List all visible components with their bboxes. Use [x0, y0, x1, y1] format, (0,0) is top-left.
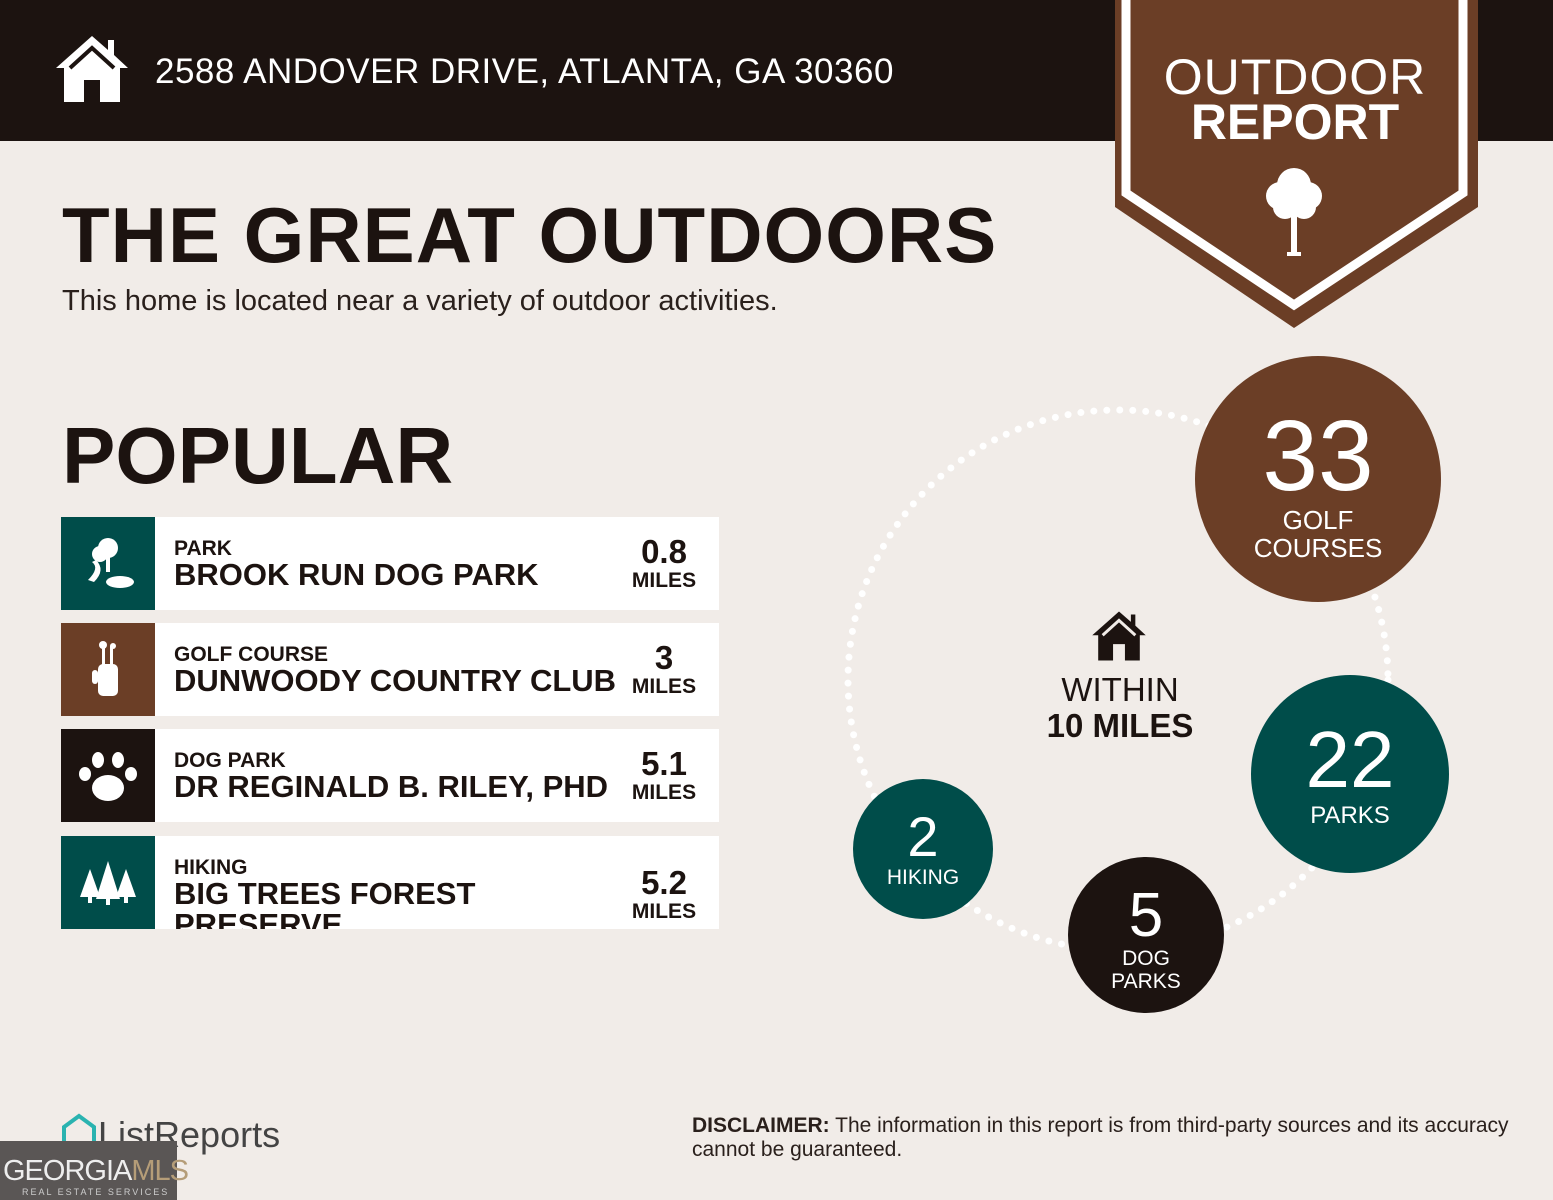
popular-item: HIKING BIG TREES FOREST PRESERVE 5.2 MIL… — [61, 836, 719, 929]
item-name: BROOK RUN DOG PARK — [174, 557, 539, 592]
disclaimer: DISCLAIMER: The information in this repo… — [692, 1114, 1512, 1162]
popular-item: GOLF COURSE DUNWOODY COUNTRY CLUB 3 MILE… — [61, 623, 719, 716]
stat-label: HIKING — [886, 866, 960, 889]
stat-label: GOLF — [1282, 505, 1354, 535]
outdoor-report-badge — [1115, 0, 1478, 328]
item-unit: MILES — [631, 781, 697, 804]
item-distance: 5.2 — [641, 864, 687, 901]
item-unit: MILES — [631, 569, 697, 592]
item-distance: 0.8 — [641, 533, 687, 570]
pine-trees-icon — [61, 836, 155, 929]
stat-count: 33 — [1262, 400, 1374, 512]
popular-item: PARK BROOK RUN DOG PARK 0.8 MILES — [61, 517, 719, 610]
badge-title-line1: OUTDOOR — [1163, 49, 1427, 105]
stat-label: PARKS — [1111, 970, 1181, 993]
tree-icon — [1266, 168, 1322, 256]
property-address: 2588 ANDOVER DRIVE, ATLANTA, GA 30360 — [155, 52, 894, 91]
item-name: DUNWOODY COUNTRY CLUB — [174, 663, 617, 698]
page-title: THE GREAT OUTDOORS — [62, 191, 998, 279]
stat-count: 2 — [907, 805, 939, 868]
georgia-mls-logo: GEORGIAMLS REAL ESTATE SERVICES — [0, 1141, 189, 1200]
within-radius-label: WITHIN 10 MILES — [1020, 672, 1220, 744]
item-distance: 3 — [654, 639, 674, 676]
stat-label: DOG — [1122, 947, 1170, 970]
page-subtitle: This home is located near a variety of o… — [62, 285, 778, 317]
badge-title-line2: REPORT — [1190, 94, 1400, 150]
item-unit: MILES — [631, 675, 697, 698]
stat-parks: 22 PARKS — [1251, 675, 1449, 873]
disclaimer-label: DISCLAIMER: — [692, 1114, 830, 1137]
gmls-subtext: REAL ESTATE SERVICES — [22, 1187, 170, 1197]
item-category: HIKING — [174, 856, 248, 879]
item-category: GOLF COURSE — [174, 643, 329, 666]
disclaimer-text: The information in this report is from t… — [692, 1114, 1509, 1161]
stat-label: PARKS — [1310, 802, 1390, 829]
stat-dog-parks: 5 DOG PARKS — [1068, 857, 1224, 1013]
golf-bag-icon — [61, 623, 155, 716]
park-icon — [61, 517, 155, 610]
item-category: PARK — [174, 537, 232, 560]
popular-item: DOG PARK DR REGINALD B. RILEY, PHD 5.1 M… — [61, 729, 719, 822]
stat-golf-courses: 33 GOLF COURSES — [1195, 356, 1441, 602]
gmls-text-accent: MLS — [131, 1155, 189, 1187]
stat-label: COURSES — [1253, 533, 1383, 563]
radius-text: 10 MILES — [1046, 707, 1194, 744]
stat-count: 22 — [1305, 715, 1395, 804]
home-icon — [1092, 611, 1146, 661]
stat-hiking: 2 HIKING — [853, 779, 993, 919]
home-icon — [56, 36, 128, 102]
item-name: BIG TREES FOREST PRESERVE — [174, 876, 476, 929]
item-name: DR REGINALD B. RILEY, PHD — [174, 769, 609, 804]
item-distance: 5.1 — [641, 745, 687, 782]
popular-heading: POPULAR — [62, 411, 454, 500]
item-unit: MILES — [631, 900, 697, 923]
stat-count: 5 — [1128, 881, 1164, 950]
item-category: DOG PARK — [174, 749, 286, 772]
within-text: WITHIN — [1061, 671, 1179, 708]
paw-icon — [61, 729, 155, 822]
gmls-text: GEORGIA — [3, 1155, 132, 1187]
